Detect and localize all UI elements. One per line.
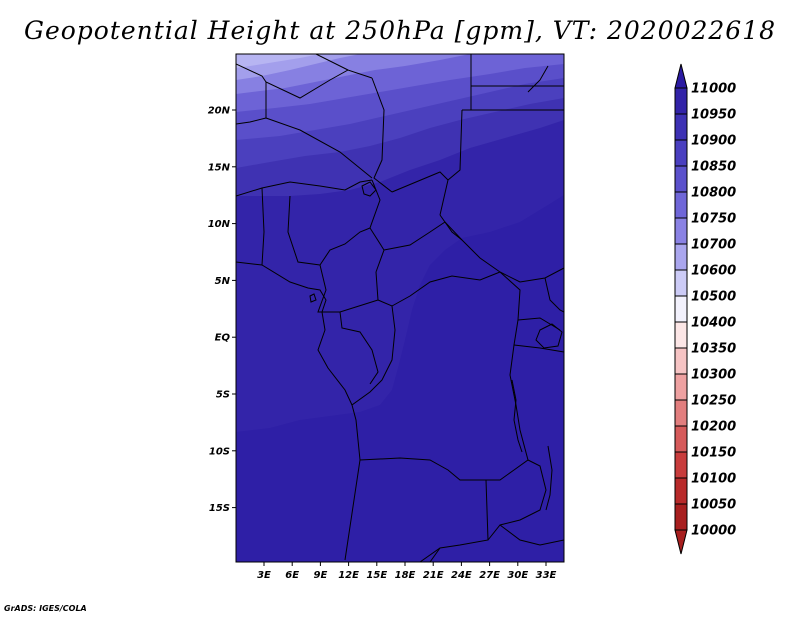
colorbar-label: 10050: [691, 498, 736, 513]
lake-victoria: [535, 323, 563, 349]
lon-tick-label: 15E: [366, 570, 387, 581]
lat-tick-label: 5S: [216, 390, 230, 401]
colorbar-label: 10600: [691, 264, 736, 279]
lat-tick-label: 15S: [209, 503, 230, 514]
colorbar-segment: [674, 321, 688, 349]
lon-tick-label: 24E: [451, 570, 472, 581]
colorbar-segment: [674, 269, 688, 297]
colorbar-segment: [674, 191, 688, 219]
nigeria-benin-border: [261, 187, 321, 266]
lake-chad: [361, 181, 377, 197]
lat-tick-label: 15N: [208, 162, 231, 173]
colorbar-label: 10500: [691, 290, 736, 305]
lon-tick-label: 18E: [395, 570, 416, 581]
colorbar-top-arrow: [674, 63, 688, 89]
colorbar: 11000 10950 10900 10850 10800 10750 10700 10600…: [674, 63, 736, 555]
lon-tick-label: 9E: [314, 570, 328, 581]
drc-east-border: [499, 271, 529, 461]
west-coast: [236, 261, 327, 313]
colorbar-segment: [674, 113, 688, 141]
colorbar-bottom-arrow: [674, 529, 688, 555]
grads-credit: GrADS: IGES/COLA: [4, 604, 87, 613]
map-title: Geopotential Height at 250hPa [gpm], VT:…: [23, 16, 777, 45]
colorbar-segment: [674, 425, 688, 453]
colorbar-label: 10350: [691, 342, 736, 357]
lat-tick-label: 10S: [209, 446, 230, 457]
angola-border: [359, 457, 489, 562]
cameroon-border: [317, 227, 379, 313]
niger-border: [236, 82, 373, 179]
colorbar-label: 10250: [691, 394, 736, 409]
colorbar-segment: [674, 243, 688, 271]
southern-border: [429, 524, 564, 562]
sudan-south-border: [439, 214, 564, 283]
lon-tick-label: 30E: [507, 570, 528, 581]
colorbar-label: 11000: [691, 82, 736, 97]
lon-tick-label: 33E: [536, 570, 557, 581]
chad-car-border: [383, 221, 463, 251]
colorbar-label: 10750: [691, 212, 736, 227]
colorbar-segment: [674, 217, 688, 245]
car-border: [375, 271, 501, 307]
field-band-10550: [236, 54, 320, 68]
gabon-congo-border: [317, 311, 379, 406]
colorbar-label: 10100: [691, 472, 736, 487]
lon-tick-label: 21E: [423, 570, 444, 581]
bioko-island: [309, 293, 317, 303]
colorbar-label: 10300: [691, 368, 736, 383]
lat-tick-label: 5N: [215, 276, 231, 287]
lake-malawi: [545, 445, 553, 511]
lat-tick-label: 20N: [208, 106, 231, 117]
lon-tick-label: 27E: [479, 570, 500, 581]
colorbar-label: 10150: [691, 446, 736, 461]
colorbar-label: 10800: [691, 186, 736, 201]
lon-tick-label: 3E: [257, 570, 271, 581]
libya-border: [315, 54, 393, 193]
colorbar-label: 10950: [691, 108, 736, 123]
colorbar-segment: [674, 295, 688, 323]
colorbar-segment: [674, 87, 688, 115]
lat-tick-label: 10N: [208, 219, 231, 230]
latitude-axis: 20N 15N 10N 5N EQ 5S 10S 15S: [208, 106, 236, 514]
colorbar-segment: [674, 373, 688, 401]
east-africa-border: [513, 277, 564, 353]
lon-tick-label: 6E: [285, 570, 299, 581]
lon-tick-label: 12E: [338, 570, 359, 581]
egypt-sudan-border: [439, 54, 564, 216]
drc-border: [344, 305, 396, 561]
colorbar-label: 10200: [691, 420, 736, 435]
colorbar-segment: [674, 477, 688, 505]
colorbar-segment: [674, 347, 688, 375]
colorbar-label: 10700: [691, 238, 736, 253]
zambia-border: [486, 459, 547, 541]
height-field: [236, 54, 564, 562]
colorbar-label: 10850: [691, 160, 736, 175]
country-borders: [236, 54, 564, 562]
colorbar-segment: [674, 503, 688, 531]
longitude-axis: 3E 6E 9E 12E 15E 18E 21E 24E 27E 30E 33E: [257, 562, 557, 581]
colorbar-segment: [674, 165, 688, 193]
colorbar-segment: [674, 451, 688, 479]
colorbar-segment: [674, 139, 688, 167]
lake-tanganyika: [511, 379, 523, 453]
lat-tick-label: EQ: [215, 333, 231, 344]
colorbar-label: 10900: [691, 134, 736, 149]
map-frame: [235, 53, 565, 563]
colorbar-label: 10000: [691, 524, 736, 539]
colorbar-segment: [674, 399, 688, 427]
red-sea-coast: [527, 65, 549, 93]
colorbar-label: 10400: [691, 316, 736, 331]
